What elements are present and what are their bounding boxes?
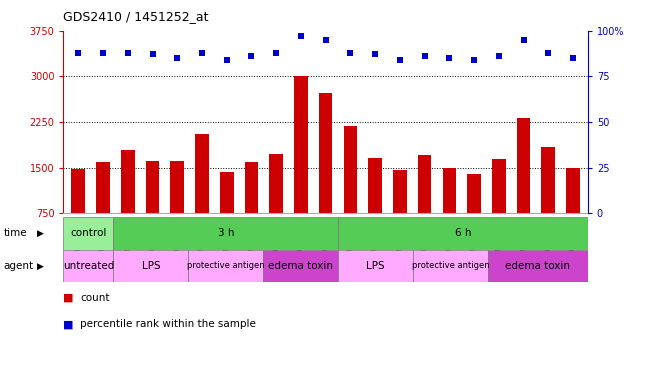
Text: protective antigen: protective antigen	[411, 262, 490, 270]
Bar	[63, 250, 114, 282]
Text: 3 h: 3 h	[218, 228, 234, 238]
Bar	[170, 161, 184, 213]
Bar	[269, 154, 283, 213]
Point	[196, 50, 207, 56]
Point	[568, 55, 578, 61]
Text: LPS: LPS	[142, 261, 160, 271]
Text: control: control	[70, 228, 107, 238]
Text: untreated: untreated	[63, 261, 114, 271]
Point	[98, 50, 108, 56]
Bar	[263, 250, 338, 282]
Bar	[488, 250, 588, 282]
Text: ▶: ▶	[37, 262, 43, 270]
Point	[494, 53, 504, 59]
Point	[370, 51, 381, 58]
Point	[147, 51, 158, 58]
Bar	[338, 250, 413, 282]
Bar	[517, 118, 530, 213]
Point	[395, 57, 405, 63]
Text: time: time	[3, 228, 27, 238]
Text: ▶: ▶	[37, 229, 43, 238]
Point	[469, 57, 480, 63]
Point	[345, 50, 356, 56]
Point	[543, 50, 554, 56]
Bar	[121, 151, 134, 213]
Point	[221, 57, 232, 63]
Text: agent: agent	[3, 261, 33, 271]
Text: protective antigen: protective antigen	[187, 262, 265, 270]
Text: LPS: LPS	[366, 261, 385, 271]
Text: percentile rank within the sample: percentile rank within the sample	[80, 319, 256, 329]
Bar	[368, 159, 382, 213]
Bar	[343, 126, 357, 213]
Point	[122, 50, 133, 56]
Bar	[220, 172, 234, 213]
Point	[518, 37, 529, 43]
Text: ■: ■	[63, 293, 74, 303]
Text: 6 h: 6 h	[455, 228, 471, 238]
Point	[295, 33, 306, 39]
Bar	[195, 134, 209, 213]
Bar	[418, 156, 432, 213]
Bar	[71, 169, 85, 213]
Bar	[244, 162, 259, 213]
Text: ■: ■	[63, 319, 74, 329]
Bar	[294, 76, 308, 213]
Point	[271, 50, 281, 56]
Bar	[319, 93, 333, 213]
Text: GDS2410 / 1451252_at: GDS2410 / 1451252_at	[63, 10, 209, 23]
Bar	[63, 217, 114, 250]
Bar	[393, 170, 407, 213]
Bar	[338, 217, 588, 250]
Bar	[467, 174, 481, 213]
Bar	[442, 168, 456, 213]
Bar	[114, 217, 338, 250]
Bar	[146, 161, 159, 213]
Point	[73, 50, 84, 56]
Text: edema toxin: edema toxin	[268, 261, 333, 271]
Bar	[114, 250, 188, 282]
Bar	[492, 159, 506, 213]
Point	[420, 53, 430, 59]
Bar	[96, 162, 110, 213]
Bar	[542, 147, 555, 213]
Point	[444, 55, 455, 61]
Bar	[566, 168, 580, 213]
Bar	[413, 250, 488, 282]
Text: count: count	[80, 293, 110, 303]
Point	[246, 53, 257, 59]
Point	[172, 55, 182, 61]
Point	[321, 37, 331, 43]
Text: edema toxin: edema toxin	[506, 261, 570, 271]
Bar	[188, 250, 263, 282]
